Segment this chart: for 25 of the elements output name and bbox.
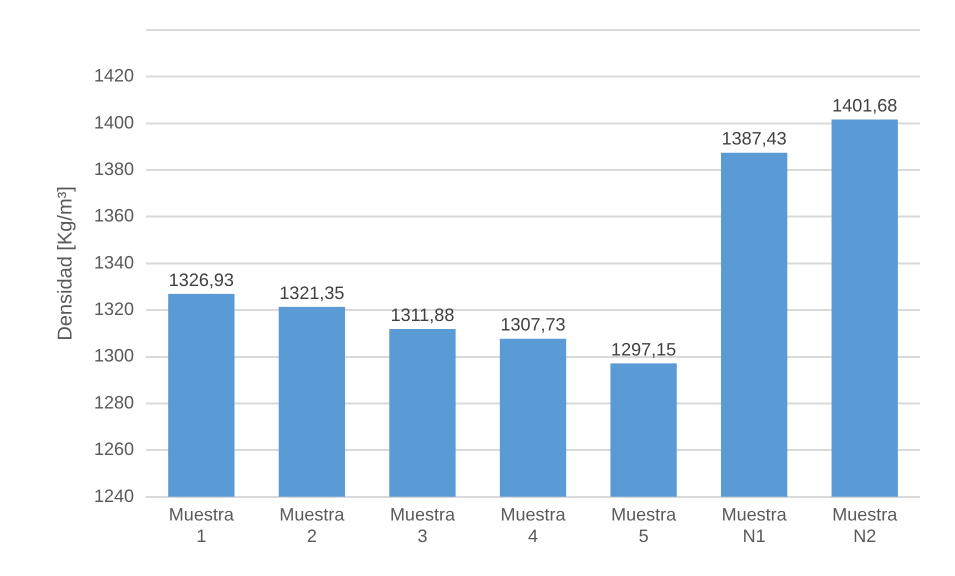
data-label: 1307,73 xyxy=(500,314,566,335)
x-tick-label: Muestra 1 xyxy=(168,504,235,546)
y-tick-label: 1360 xyxy=(94,206,134,226)
y-tick-label: 1300 xyxy=(94,346,134,366)
x-tick-label: Muestra N2 xyxy=(832,504,898,546)
y-tick-label: 1400 xyxy=(94,112,134,132)
x-tick-label: Muestra 3 xyxy=(390,504,456,546)
y-tick-label: 1280 xyxy=(94,392,134,412)
y-tick-label: 1240 xyxy=(94,486,134,506)
data-label: 1311,88 xyxy=(390,305,454,325)
data-label: 1387,43 xyxy=(722,128,787,149)
data-label: 1401,68 xyxy=(832,95,898,116)
y-tick-label: 1380 xyxy=(94,159,134,180)
x-tick-label: Muestra 4 xyxy=(500,504,567,546)
data-label: 1321,35 xyxy=(279,282,344,303)
data-label: 1297,15 xyxy=(611,339,676,360)
y-tick-label: 1320 xyxy=(94,299,134,320)
x-tick-label: Muestra N1 xyxy=(722,504,788,546)
x-tick-label: Muestra 2 xyxy=(279,504,346,546)
y-tick-label: 1340 xyxy=(94,252,134,272)
data-label: 1326,93 xyxy=(168,270,234,290)
x-tick-label: Muestra 5 xyxy=(611,504,678,546)
y-tick-label: 1260 xyxy=(94,439,134,460)
y-axis-title: Densidad [Kg/m³] xyxy=(54,186,77,341)
y-tick-label: 1420 xyxy=(94,66,134,86)
